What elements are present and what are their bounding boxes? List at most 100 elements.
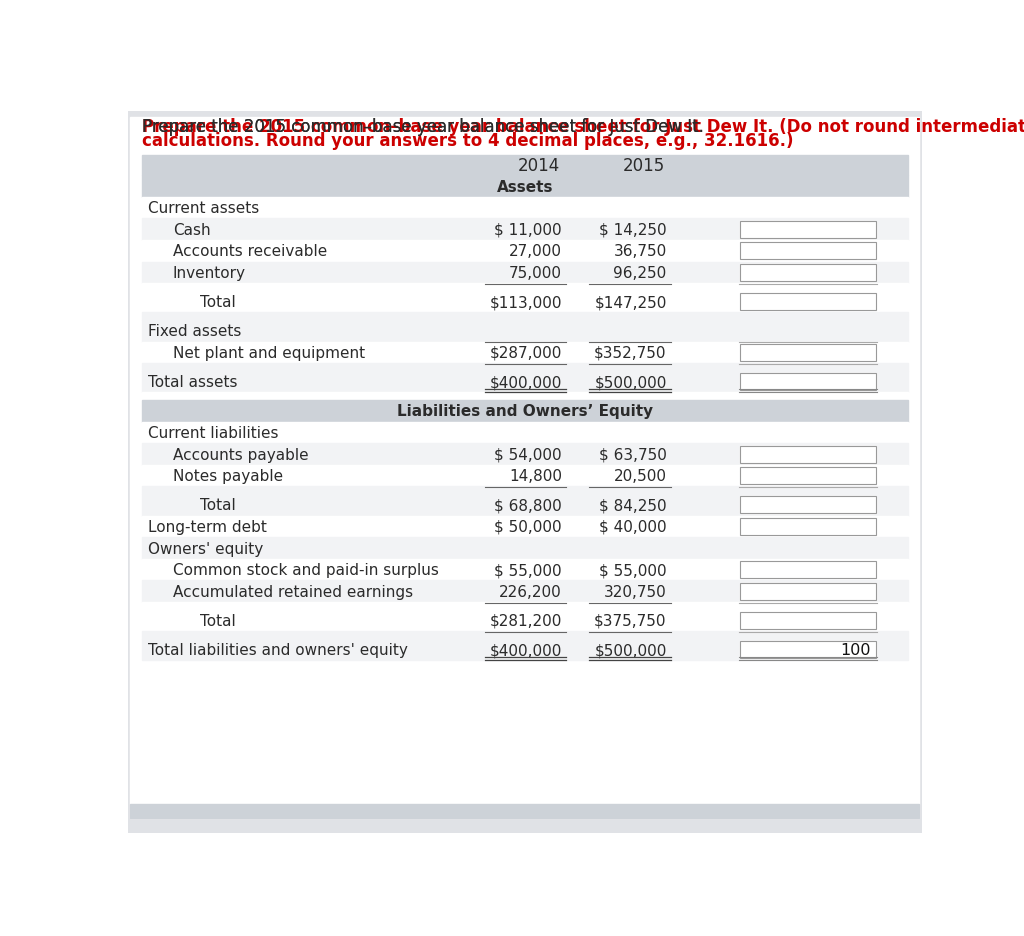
Bar bbox=[142, 401, 907, 422]
Text: 36,750: 36,750 bbox=[613, 244, 667, 259]
Text: $ 84,250: $ 84,250 bbox=[599, 498, 667, 513]
Bar bbox=[740, 243, 876, 260]
Text: $375,750: $375,750 bbox=[594, 613, 667, 628]
Text: Notes payable: Notes payable bbox=[173, 469, 283, 484]
Text: Current assets: Current assets bbox=[148, 201, 259, 216]
Bar bbox=[740, 519, 876, 535]
Text: Total liabilities and owners' equity: Total liabilities and owners' equity bbox=[148, 642, 408, 657]
Text: $ 54,000: $ 54,000 bbox=[495, 447, 562, 462]
Bar bbox=[740, 519, 876, 535]
Text: Net plant and equipment: Net plant and equipment bbox=[173, 345, 366, 360]
Bar bbox=[142, 156, 907, 176]
Text: calculations. Round your answers to 4 decimal places, e.g., 32.1616.): calculations. Round your answers to 4 de… bbox=[142, 132, 794, 151]
Bar bbox=[142, 632, 907, 639]
Bar bbox=[740, 468, 876, 485]
Text: Prepare the 2015 common–base year balance sheet for Just Dew It.: Prepare the 2015 common–base year balanc… bbox=[142, 118, 703, 136]
Bar bbox=[740, 468, 876, 485]
Bar bbox=[740, 641, 876, 658]
Text: $ 14,250: $ 14,250 bbox=[599, 223, 667, 238]
Bar bbox=[142, 602, 907, 610]
Text: $ 40,000: $ 40,000 bbox=[599, 519, 667, 534]
Text: $281,200: $281,200 bbox=[489, 613, 562, 628]
Bar bbox=[142, 321, 907, 343]
Text: Common stock and paid-in surplus: Common stock and paid-in surplus bbox=[173, 563, 439, 578]
Bar bbox=[142, 580, 907, 602]
Text: Cash: Cash bbox=[173, 223, 211, 238]
Bar bbox=[142, 516, 907, 537]
Bar bbox=[142, 262, 907, 284]
Bar bbox=[142, 197, 907, 219]
Text: 2014: 2014 bbox=[517, 157, 560, 175]
Bar bbox=[740, 612, 876, 629]
Text: 2015: 2015 bbox=[623, 157, 665, 175]
Text: Accounts receivable: Accounts receivable bbox=[173, 244, 328, 259]
Text: 100: 100 bbox=[841, 642, 871, 657]
Bar bbox=[142, 610, 907, 632]
Text: 96,250: 96,250 bbox=[613, 266, 667, 281]
Bar bbox=[142, 241, 907, 262]
Bar bbox=[142, 639, 907, 661]
Bar bbox=[740, 265, 876, 282]
Bar bbox=[740, 265, 876, 282]
Text: Total assets: Total assets bbox=[148, 374, 238, 389]
Text: Accumulated retained earnings: Accumulated retained earnings bbox=[173, 584, 413, 599]
Bar bbox=[740, 641, 876, 658]
Text: $ 50,000: $ 50,000 bbox=[495, 519, 562, 534]
Bar bbox=[142, 422, 907, 444]
Bar bbox=[142, 291, 907, 313]
Text: 20,500: 20,500 bbox=[613, 469, 667, 484]
Bar bbox=[142, 465, 907, 487]
Text: 14,800: 14,800 bbox=[509, 469, 562, 484]
Bar bbox=[142, 494, 907, 516]
Text: Owners' equity: Owners' equity bbox=[148, 541, 263, 556]
Text: 27,000: 27,000 bbox=[509, 244, 562, 259]
Text: $500,000: $500,000 bbox=[594, 642, 667, 657]
Text: Assets: Assets bbox=[497, 180, 553, 195]
Text: Total: Total bbox=[200, 295, 236, 310]
Bar bbox=[740, 446, 876, 463]
Bar bbox=[740, 294, 876, 311]
Text: $ 68,800: $ 68,800 bbox=[495, 498, 562, 513]
Text: Total: Total bbox=[200, 613, 236, 628]
Bar bbox=[740, 497, 876, 514]
Text: $ 55,000: $ 55,000 bbox=[495, 563, 562, 578]
Bar bbox=[740, 446, 876, 463]
Text: $400,000: $400,000 bbox=[489, 374, 562, 389]
Bar bbox=[740, 583, 876, 600]
Text: $500,000: $500,000 bbox=[594, 374, 667, 389]
Bar bbox=[740, 562, 876, 578]
Bar bbox=[740, 562, 876, 578]
Bar bbox=[142, 559, 907, 580]
Text: Total: Total bbox=[200, 498, 236, 513]
Text: $400,000: $400,000 bbox=[489, 642, 562, 657]
Bar bbox=[142, 372, 907, 393]
Bar bbox=[740, 222, 876, 239]
Bar bbox=[740, 222, 876, 239]
Text: $ 55,000: $ 55,000 bbox=[599, 563, 667, 578]
Text: $113,000: $113,000 bbox=[489, 295, 562, 310]
Bar bbox=[142, 393, 907, 401]
Text: 75,000: 75,000 bbox=[509, 266, 562, 281]
Bar bbox=[142, 284, 907, 291]
Text: Prepare the 2015 common–base year balance sheet for Just Dew It. (Do not round i: Prepare the 2015 common–base year balanc… bbox=[142, 118, 1024, 136]
Text: Long-term debt: Long-term debt bbox=[148, 519, 267, 534]
Bar bbox=[740, 373, 876, 390]
Text: Inventory: Inventory bbox=[173, 266, 246, 281]
Bar bbox=[142, 219, 907, 241]
Bar bbox=[740, 583, 876, 600]
Bar bbox=[740, 497, 876, 514]
Text: $ 11,000: $ 11,000 bbox=[495, 223, 562, 238]
Bar bbox=[142, 487, 907, 494]
Bar bbox=[740, 612, 876, 629]
Text: Current liabilities: Current liabilities bbox=[148, 426, 279, 441]
Bar bbox=[142, 343, 907, 364]
Bar bbox=[142, 537, 907, 559]
Bar bbox=[142, 444, 907, 465]
Text: $147,250: $147,250 bbox=[594, 295, 667, 310]
Text: Accounts payable: Accounts payable bbox=[173, 447, 308, 462]
Text: 226,200: 226,200 bbox=[500, 584, 562, 599]
Bar bbox=[142, 176, 907, 197]
Text: Prepare the 2015 common–base year balance sheet for Just Dew It.: Prepare the 2015 common–base year balanc… bbox=[142, 118, 703, 136]
Bar bbox=[740, 344, 876, 361]
Text: $352,750: $352,750 bbox=[594, 345, 667, 360]
